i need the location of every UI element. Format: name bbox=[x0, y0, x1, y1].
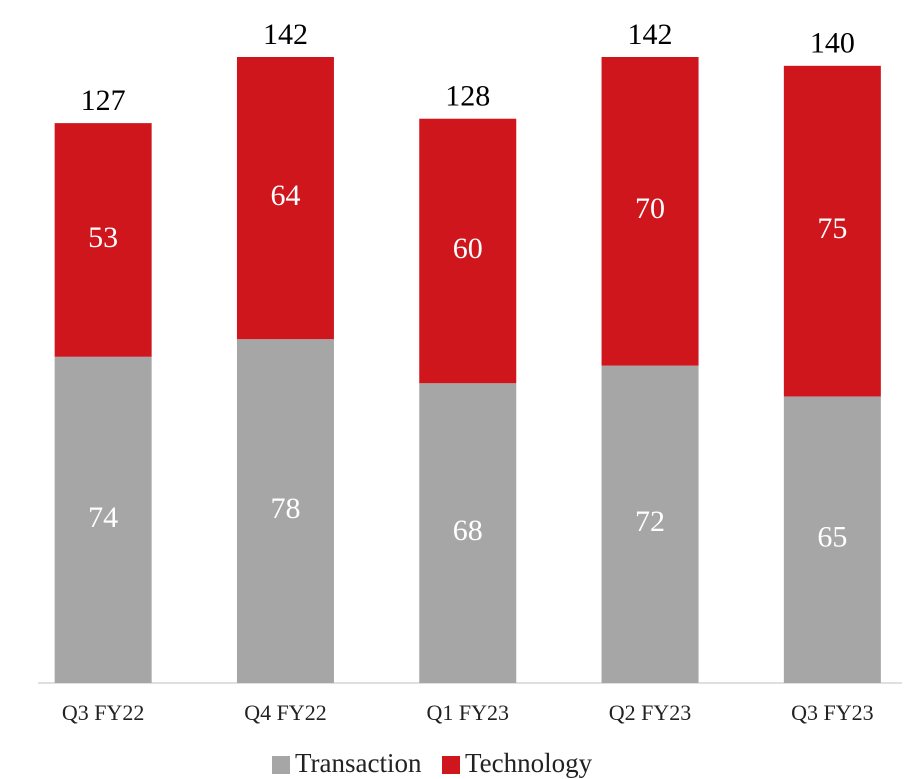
data-label: 78 bbox=[270, 492, 300, 525]
legend-swatch bbox=[442, 756, 460, 774]
data-label: 53 bbox=[88, 221, 118, 254]
bar-segment bbox=[236, 57, 334, 340]
data-label: 74 bbox=[88, 501, 118, 534]
legend-label: Transaction bbox=[295, 748, 422, 778]
bar-segment bbox=[419, 383, 517, 683]
total-label: 142 bbox=[263, 18, 308, 51]
x-tick-label: Q3 FY22 bbox=[62, 700, 145, 725]
data-label: 70 bbox=[635, 192, 665, 225]
total-label: 128 bbox=[445, 80, 490, 113]
data-label: 64 bbox=[270, 179, 300, 212]
x-tick-label: Q3 FY23 bbox=[791, 700, 874, 725]
legend-swatch bbox=[272, 756, 290, 774]
total-label: 127 bbox=[81, 84, 126, 117]
bar-segment bbox=[54, 123, 152, 357]
bar-segment bbox=[783, 65, 881, 397]
data-label: 65 bbox=[817, 521, 847, 554]
x-tick-label: Q4 FY22 bbox=[244, 700, 327, 725]
legend-label: Technology bbox=[465, 748, 593, 778]
x-tick-label: Q2 FY23 bbox=[609, 700, 692, 725]
bar-segment bbox=[783, 396, 881, 683]
total-label: 140 bbox=[810, 27, 855, 60]
bar-segment bbox=[419, 118, 517, 384]
data-label: 68 bbox=[453, 514, 483, 547]
bar-segment bbox=[54, 356, 152, 683]
data-label: 75 bbox=[817, 212, 847, 245]
total-label: 142 bbox=[628, 18, 673, 51]
bar-segment bbox=[601, 365, 699, 683]
bar-segment bbox=[601, 57, 699, 366]
data-label: 60 bbox=[453, 232, 483, 265]
data-label: 72 bbox=[635, 505, 665, 538]
x-tick-label: Q1 FY23 bbox=[426, 700, 509, 725]
bar-segment bbox=[236, 339, 334, 683]
